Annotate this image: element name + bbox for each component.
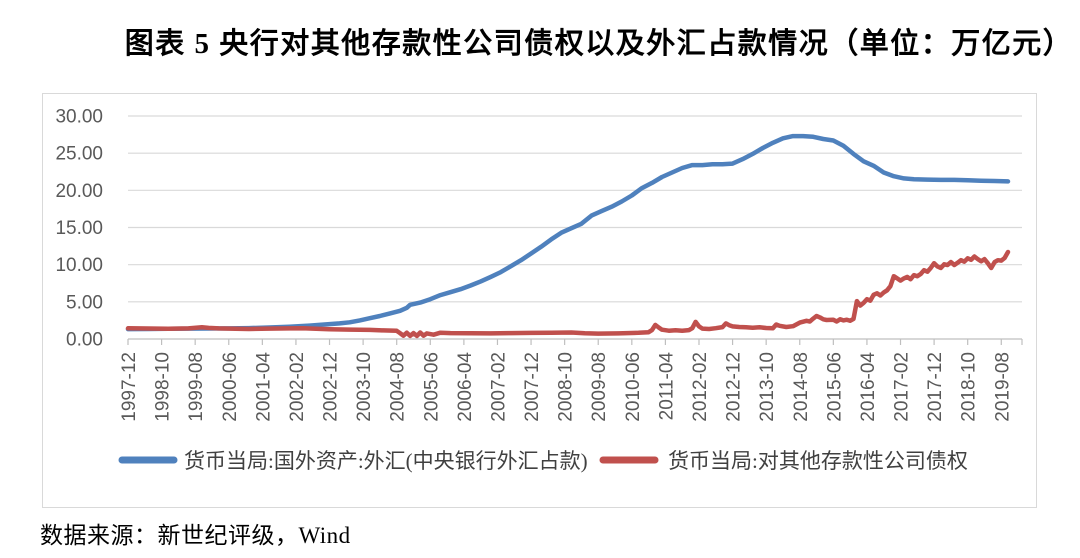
y-axis-label: 15.00: [55, 218, 103, 239]
series-line-0: [125, 133, 1011, 332]
figure-title: 图表 5 央行对其他存款性公司债权以及外汇占款情况（单位：万亿元）: [124, 28, 1074, 60]
legend-label-1: 货币当局:对其他存款性公司债权: [668, 449, 968, 473]
x-axis-label: 2001-04: [253, 352, 274, 422]
y-axis-label: 5.00: [66, 292, 103, 313]
x-axis-label: 2003-10: [354, 352, 375, 422]
x-axis-label: 2013-10: [757, 352, 778, 422]
x-axis-label: 2002-02: [287, 352, 308, 422]
x-axis-label: 2017-02: [892, 352, 913, 422]
x-axis-label: 2009-08: [589, 352, 610, 422]
x-axis-label: 2005-06: [421, 352, 442, 422]
x-axis-label: 2014-08: [791, 352, 812, 422]
x-axis-label: 2010-06: [623, 352, 644, 422]
x-axis-label: 2016-04: [858, 352, 879, 422]
x-axis-label: 2011-04: [656, 352, 677, 421]
x-axis-label: 1998-10: [153, 352, 174, 422]
x-axis-label: 1997-12: [119, 352, 140, 422]
x-axis-label: 2002-12: [321, 352, 342, 422]
y-axis-label: 0.00: [66, 330, 103, 351]
x-axis-label: 2012-02: [690, 352, 711, 422]
y-axis-label: 25.00: [55, 144, 103, 165]
x-axis-label: 2008-10: [556, 352, 577, 422]
x-axis-label: 2006-04: [455, 352, 476, 422]
y-axis-label: 10.00: [55, 255, 103, 276]
chart-frame: 0.00 5.00 10.00 15.00 20.00 25.00 30.00 1997-12…: [42, 93, 1037, 508]
legend-label-0: 货币当局:国外资产:外汇(中央银行外汇占款): [184, 449, 588, 473]
line-chart: 0.00 5.00 10.00 15.00 20.00 25.00 30.00 1997-12…: [55, 107, 1023, 473]
x-axis-label: 2012-12: [724, 352, 745, 422]
y-axis-label: 20.00: [55, 181, 103, 202]
x-axis-label: 2018-10: [959, 352, 980, 422]
x-axis-label: 2019-08: [992, 352, 1013, 422]
x-axis-label: 2000-06: [220, 352, 241, 422]
x-axis-label: 2007-12: [522, 352, 543, 422]
series-line-1: [125, 249, 1011, 339]
x-axis-label: 2004-08: [388, 352, 409, 422]
x-axis-label: 2017-12: [925, 352, 946, 422]
x-axis-label: 1999-08: [186, 352, 207, 422]
y-axis-label: 30.00: [55, 107, 103, 128]
data-source-note: 数据来源：新世纪评级，Wind: [40, 523, 351, 548]
x-axis-label: 2007-02: [488, 352, 509, 422]
x-axis-label: 2015-06: [824, 352, 845, 422]
